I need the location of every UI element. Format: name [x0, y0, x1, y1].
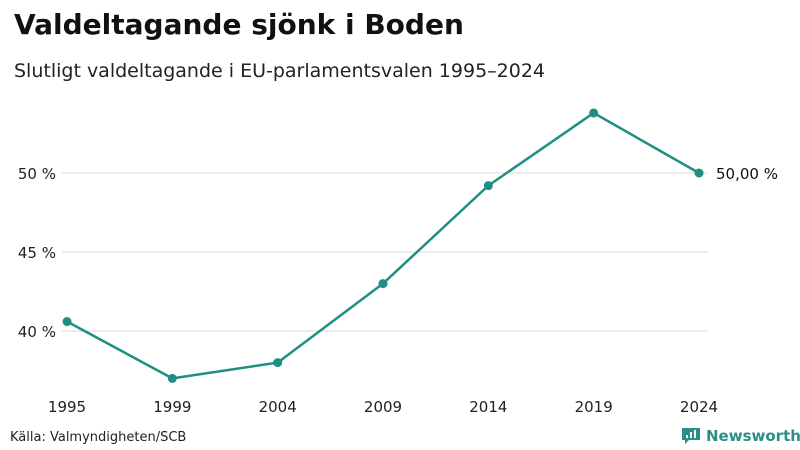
- brand-name: Newsworthy: [706, 427, 800, 445]
- data-points: [62, 108, 704, 383]
- data-point: [167, 373, 177, 383]
- data-point: [694, 168, 704, 178]
- x-tick-label: 1995: [48, 398, 86, 416]
- x-tick-label: 2009: [364, 398, 402, 416]
- x-tick-label: 1999: [153, 398, 191, 416]
- y-tick-label: 40 %: [18, 323, 56, 341]
- x-tick-label: 2004: [259, 398, 297, 416]
- x-tick-label: 2014: [469, 398, 507, 416]
- line-chart: 40 % 45 % 50 % 1995 1999 2004 2009 2014 2019 202…: [18, 108, 778, 416]
- y-axis-ticks: 40 % 45 % 50 %: [18, 165, 56, 341]
- grid-lines: [62, 172, 708, 332]
- newsworthy-logo-icon: [682, 428, 700, 444]
- x-tick-label: 2024: [680, 398, 718, 416]
- chart-subtitle: Slutligt valdeltagande i EU-parlamentsva…: [14, 60, 546, 82]
- brand-logo[interactable]: Newsworthy: [681, 427, 800, 445]
- chart-title: Valdeltagande sjönk i Boden: [14, 8, 464, 41]
- series-line-path: [66, 111, 700, 380]
- data-point: [589, 108, 599, 118]
- data-point: [483, 181, 493, 191]
- y-tick-label: 50 %: [18, 165, 56, 183]
- series-line: [66, 111, 700, 380]
- end-value-label: 50,00 %: [716, 165, 778, 183]
- source-note: Källa: Valmyndigheten/SCB: [10, 430, 187, 445]
- x-tick-label: 2019: [575, 398, 613, 416]
- data-point: [62, 317, 72, 327]
- y-tick-label: 45 %: [18, 244, 56, 262]
- data-point: [378, 279, 388, 289]
- x-axis-ticks: 1995 1999 2004 2009 2014 2019 2024: [48, 398, 718, 416]
- data-point: [273, 358, 283, 368]
